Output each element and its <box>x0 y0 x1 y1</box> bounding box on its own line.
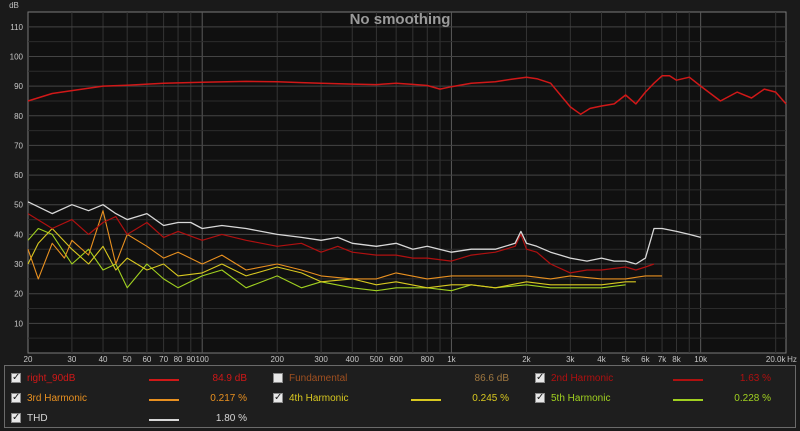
series-line-thd <box>27 201 701 265</box>
checkmark-icon: ✓ <box>536 372 545 383</box>
y-tick-label: 90 <box>14 82 23 91</box>
legend-item-5th-harmonic: ✓ 5th Harmonic 0.228 % <box>535 389 785 409</box>
legend-line-swatch <box>673 379 703 381</box>
y-tick-label: 10 <box>14 319 23 328</box>
x-tick-label: 5k <box>621 355 630 364</box>
x-tick-label: 20.0k <box>766 355 787 364</box>
legend-checkbox-3rd-harmonic[interactable]: ✓ <box>11 392 21 403</box>
x-axis-unit-label: Hz <box>787 355 797 364</box>
legend-value: 84.9 dB <box>212 373 247 384</box>
legend-line-swatch <box>411 399 441 401</box>
legend-label: 5th Harmonic <box>551 393 611 404</box>
x-tick-label: 80 <box>174 355 183 364</box>
legend-checkbox-fundamental[interactable] <box>273 373 283 383</box>
x-tick-label: 8k <box>672 355 681 364</box>
y-tick-label: 60 <box>14 171 23 180</box>
x-tick-label: 60 <box>142 355 151 364</box>
series-line-5th-harmonic <box>27 227 626 292</box>
x-tick-label: 30 <box>67 355 76 364</box>
legend-value: 0.245 % <box>472 393 509 404</box>
legend-label: Fundamental <box>289 373 348 384</box>
series-line-2nd-harmonic <box>27 213 655 274</box>
checkmark-icon: ✓ <box>12 392 21 403</box>
y-tick-label: 80 <box>14 112 23 121</box>
legend-item-right-90db: ✓ right_90dB 84.9 dB <box>11 369 261 389</box>
series-line-3rd-harmonic <box>27 210 663 280</box>
legend-checkbox-4th-harmonic[interactable]: ✓ <box>273 392 283 403</box>
legend-item-4th-harmonic: ✓ 4th Harmonic 0.245 % <box>273 389 523 409</box>
legend-panel: ✓ right_90dB 84.9 dB Fundamental 86.6 dB ✓ 2nd… <box>4 365 796 428</box>
y-tick-label: 20 <box>14 290 23 299</box>
series-line-4th-harmonic <box>27 227 636 289</box>
legend-line-swatch <box>149 379 179 381</box>
y-tick-label: 30 <box>14 260 23 269</box>
x-tick-label: 400 <box>346 355 360 364</box>
legend-label: 2nd Harmonic <box>551 373 614 384</box>
x-tick-label: 50 <box>123 355 132 364</box>
x-tick-label: 600 <box>389 355 403 364</box>
checkmark-icon: ✓ <box>274 392 283 403</box>
legend-line-swatch <box>149 399 179 401</box>
x-tick-label: 7k <box>658 355 667 364</box>
y-axis-label: dB <box>9 1 19 10</box>
x-tick-label: 100 <box>196 355 210 364</box>
x-tick-label: 6k <box>641 355 650 364</box>
legend-checkbox-2nd-harmonic[interactable]: ✓ <box>535 372 545 383</box>
checkmark-icon: ✓ <box>12 412 21 423</box>
y-tick-label: 40 <box>14 230 23 239</box>
x-tick-label: 1k <box>447 355 456 364</box>
x-tick-label: 800 <box>421 355 435 364</box>
legend-label: THD <box>27 413 48 424</box>
legend-line-swatch <box>149 419 179 421</box>
legend-item-3rd-harmonic: ✓ 3rd Harmonic 0.217 % <box>11 389 261 409</box>
legend-checkbox-thd[interactable]: ✓ <box>11 412 21 423</box>
legend-label: 3rd Harmonic <box>27 393 88 404</box>
chart-title: No smoothing <box>350 11 451 28</box>
y-tick-label: 70 <box>14 141 23 150</box>
checkmark-icon: ✓ <box>536 392 545 403</box>
legend-label: right_90dB <box>27 373 76 384</box>
x-tick-label: 40 <box>99 355 108 364</box>
x-tick-label: 90 <box>186 355 195 364</box>
legend-checkbox-right-90db[interactable]: ✓ <box>11 372 21 383</box>
legend-value: 0.217 % <box>210 393 247 404</box>
x-tick-label: 20 <box>24 355 33 364</box>
legend-value: 1.63 % <box>739 373 771 384</box>
x-tick-label: 2k <box>522 355 531 364</box>
y-tick-labels: 10 20 30 40 50 60 70 80 90 100 110 <box>10 23 24 329</box>
legend-item-2nd-harmonic: ✓ 2nd Harmonic 1.63 % <box>535 369 785 389</box>
x-tick-label: 3k <box>566 355 575 364</box>
series-lines <box>27 75 787 292</box>
legend-value: 0.228 % <box>734 393 771 404</box>
legend-line-swatch <box>673 399 703 401</box>
legend-label: 4th Harmonic <box>289 393 349 404</box>
x-tick-label: 500 <box>370 355 384 364</box>
checkmark-icon: ✓ <box>12 372 21 383</box>
plot-area <box>27 11 787 354</box>
y-tick-label: 110 <box>10 23 23 32</box>
legend-item-fundamental: Fundamental 86.6 dB <box>273 369 523 389</box>
legend-checkbox-5th-harmonic[interactable]: ✓ <box>535 392 545 403</box>
series-line-right-90db <box>27 75 787 116</box>
x-tick-labels: 20 30 40 50 60 70 80 90 100 200 300 400 500 600 800 1k 2… <box>24 355 787 364</box>
x-tick-label: 10k <box>694 355 708 364</box>
legend-value: 86.6 dB <box>474 373 509 384</box>
x-tick-label: 200 <box>271 355 285 364</box>
legend-value: 1.80 % <box>215 413 247 424</box>
y-tick-label: 50 <box>14 201 23 210</box>
legend-item-thd: ✓ THD 1.80 % <box>11 409 261 429</box>
grid <box>28 12 786 353</box>
x-tick-label: 300 <box>314 355 328 364</box>
y-tick-label: 100 <box>10 52 24 61</box>
x-tick-label: 70 <box>159 355 168 364</box>
x-tick-label: 4k <box>597 355 606 364</box>
